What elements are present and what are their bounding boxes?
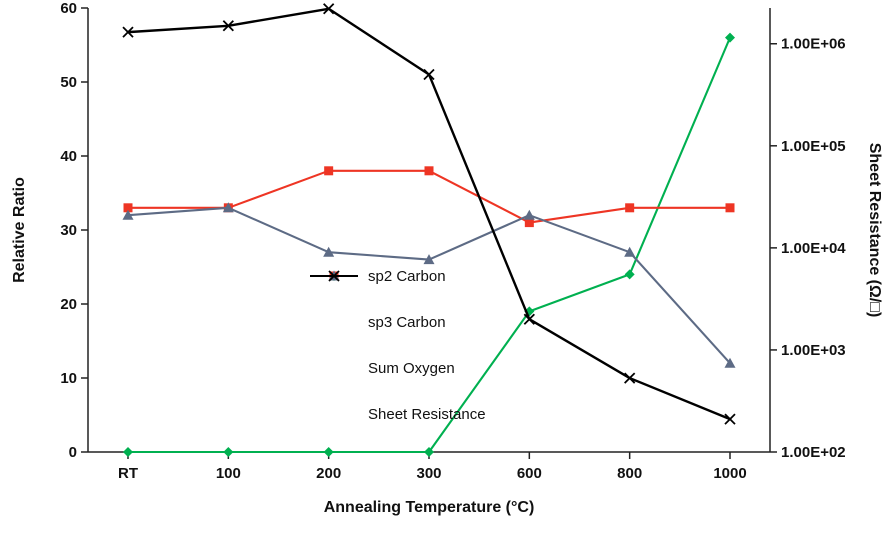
sheet-resistance-line-marker-icon (308, 270, 360, 423)
svg-text:50: 50 (60, 74, 77, 91)
series-sheet-resistance (122, 3, 736, 425)
svg-text:1.00E+05: 1.00E+05 (781, 138, 846, 155)
svg-text:30: 30 (60, 222, 77, 239)
svg-text:600: 600 (517, 465, 542, 482)
svg-text:RT: RT (118, 465, 138, 482)
right-y-axis-title: Sheet Resistance (Ω/□) (866, 142, 883, 318)
x-axis-title: Annealing Temperature (°C) (323, 499, 535, 516)
svg-text:200: 200 (316, 465, 341, 482)
legend-item-sheet-resistance: Sheet Resistance (308, 270, 486, 423)
svg-text:300: 300 (416, 465, 441, 482)
series-sum-oxygen (122, 202, 736, 368)
legend-label: sp3 Carbon (368, 314, 446, 331)
svg-text:20: 20 (60, 296, 77, 313)
sp3-carbon-line-marker-icon (308, 271, 360, 331)
legend-item-sp3-carbon: sp3 Carbon (308, 271, 486, 331)
svg-text:40: 40 (60, 148, 77, 165)
svg-text:100: 100 (216, 465, 241, 482)
svg-text:60: 60 (60, 0, 77, 17)
legend: sp2 Carbon sp3 Carbon Sum Oxygen Sheet R… (308, 268, 486, 423)
legend-label: Sum Oxygen (368, 360, 455, 377)
svg-text:1.00E+06: 1.00E+06 (781, 36, 846, 53)
svg-text:1.00E+02: 1.00E+02 (781, 444, 846, 461)
svg-text:800: 800 (617, 465, 642, 482)
sum-oxygen-line-marker-icon (308, 270, 360, 377)
legend-label: sp2 Carbon (368, 268, 446, 285)
svg-text:0: 0 (69, 444, 77, 461)
svg-text:1.00E+03: 1.00E+03 (781, 342, 846, 359)
left-y-axis-title: Relative Ratio (11, 177, 28, 283)
svg-text:10: 10 (60, 370, 77, 387)
legend-label: Sheet Resistance (368, 406, 486, 423)
series-sp3-carbon (123, 166, 735, 228)
legend-item-sum-oxygen: Sum Oxygen (308, 270, 486, 377)
svg-text:1.00E+04: 1.00E+04 (781, 240, 846, 257)
svg-text:1000: 1000 (713, 465, 746, 482)
